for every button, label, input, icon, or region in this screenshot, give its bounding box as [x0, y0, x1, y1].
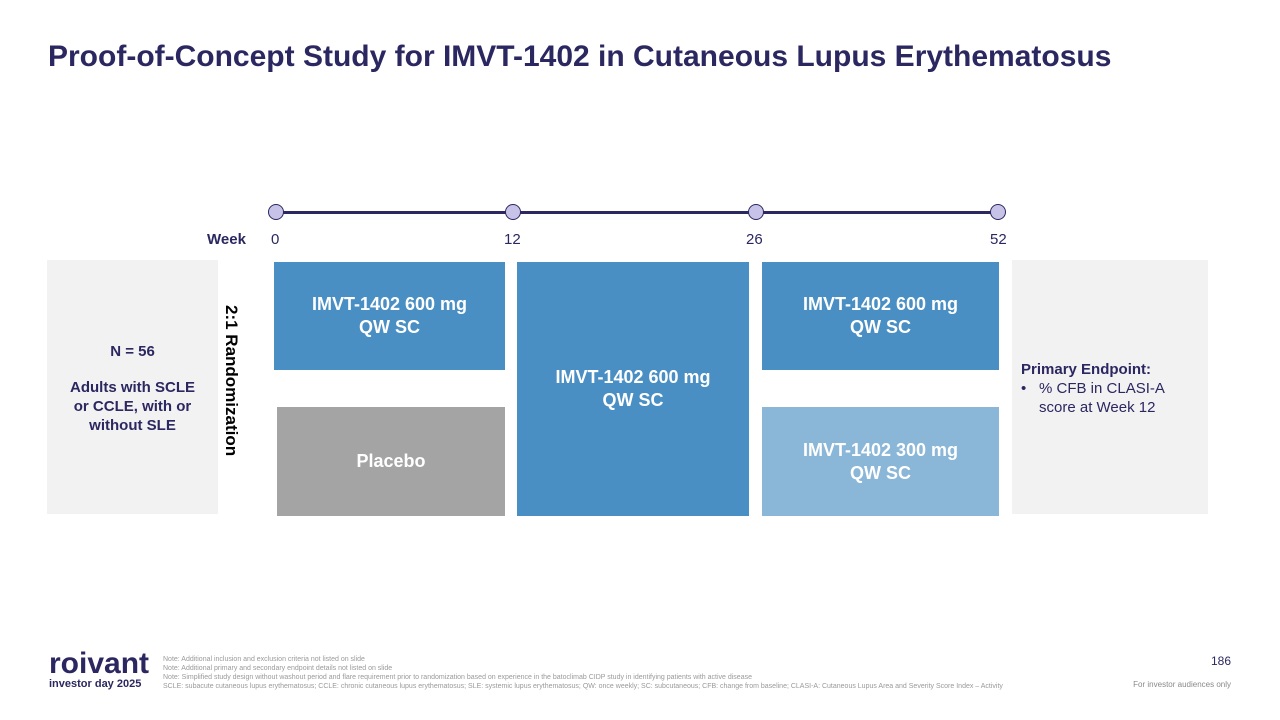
logo-wordmark: roivant: [49, 647, 150, 680]
timeline-node-week-52: [990, 204, 1006, 220]
arm-300mg-weeks-26-52: IMVT-1402 300 mg QW SC: [762, 407, 999, 516]
arm-dosing-label: QW SC: [602, 390, 664, 410]
randomization-label: 2:1 Randomization: [222, 305, 241, 457]
timeline-node-week-12: [505, 204, 521, 220]
footnote: SCLE: subacute cutaneous lupus erythemat…: [163, 683, 1003, 690]
endpoint-box: Primary Endpoint: • % CFB in CLASI-A sco…: [1012, 260, 1208, 514]
logo-subtitle: investor day 2025: [49, 678, 142, 690]
population-description: Adults with SCLE or CCLE, with or withou…: [70, 379, 195, 434]
arm-drug-label: IMVT-1402 300 mg: [802, 439, 959, 460]
footnotes: Note: Additional inclusion and exclusion…: [163, 655, 1063, 691]
bullet-marker: •: [1021, 380, 1027, 397]
placebo-label: Placebo: [356, 451, 426, 471]
tick-label-26: 26: [746, 231, 763, 248]
arm-600mg-weeks-26-52: IMVT-1402 600 mg QW SC: [762, 262, 999, 370]
tick-label-52: 52: [990, 231, 1007, 248]
week-label: Week: [207, 231, 246, 248]
arm-drug-label: IMVT-1402 600 mg: [555, 367, 711, 387]
arm-drug-label: IMVT-1402 600 mg: [311, 294, 468, 314]
audience-disclaimer: For investor audiences only: [1133, 680, 1231, 689]
arm-600mg-weeks-0-12: IMVT-1402 600 mg QW SC: [274, 262, 505, 370]
population-n: N = 56: [110, 343, 155, 360]
arm-dosing-label: QW SC: [358, 317, 420, 337]
arm-drug-label: IMVT-1402 600 mg: [802, 294, 959, 314]
timeline-node-week-26: [748, 204, 764, 220]
endpoint-heading: Primary Endpoint:: [1021, 361, 1152, 378]
population-box: N = 56 Adults with SCLE or CCLE, with or…: [47, 260, 218, 514]
tick-label-0: 0: [271, 231, 280, 248]
arm-dosing-label: QW SC: [849, 317, 911, 337]
endpoint-text: % CFB in CLASI-A score at Week 12: [1039, 380, 1165, 416]
arm-dosing-label: QW SC: [849, 462, 911, 483]
page-title: Proof-of-Concept Study for IMVT-1402 in …: [48, 40, 1112, 73]
arm-600mg-weeks-12-26: IMVT-1402 600 mg QW SC: [517, 262, 749, 516]
footnote: Note: Simplified study design without wa…: [163, 674, 752, 681]
footnote: Note: Additional primary and secondary e…: [163, 665, 393, 672]
timeline-node-week-0: [268, 204, 284, 220]
roivant-logo: roivant investor day 2025: [49, 647, 150, 691]
endpoint-bullet: • % CFB in CLASI-A score at Week 12: [1021, 379, 1201, 417]
arm-placebo: Placebo: [277, 407, 505, 516]
page-number: 186: [1210, 654, 1231, 668]
footnote: Note: Additional inclusion and exclusion…: [163, 656, 365, 663]
timeline-line: [275, 211, 998, 214]
tick-label-12: 12: [504, 231, 521, 248]
